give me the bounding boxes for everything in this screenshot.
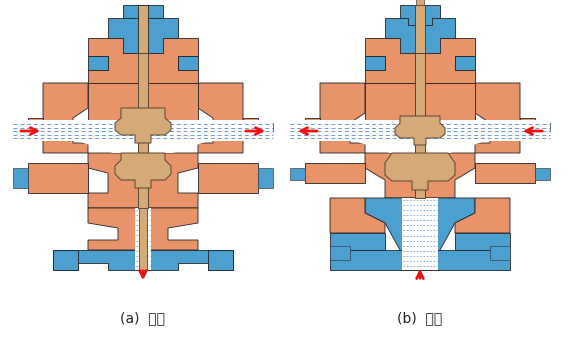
Polygon shape [108,18,178,53]
Polygon shape [330,233,385,250]
Polygon shape [178,56,198,70]
Polygon shape [258,168,273,188]
Polygon shape [88,38,198,83]
Polygon shape [365,198,475,270]
Polygon shape [475,83,520,153]
Polygon shape [88,153,198,208]
Polygon shape [88,208,198,250]
Bar [416,0,424,5]
Polygon shape [535,123,550,131]
Polygon shape [53,250,78,270]
Polygon shape [28,118,43,138]
Bar [490,246,510,260]
Polygon shape [320,83,365,153]
Polygon shape [88,83,198,153]
Bar [138,53,148,208]
Polygon shape [365,83,475,153]
Bar [330,246,350,260]
Polygon shape [385,153,455,190]
Text: (b)  合流: (b) 合流 [398,311,443,325]
Polygon shape [198,83,243,153]
Polygon shape [290,123,305,131]
Polygon shape [123,5,163,25]
Bar [135,208,151,270]
Polygon shape [455,198,510,233]
Polygon shape [475,163,535,183]
Polygon shape [385,18,455,53]
Text: (a)  分流: (a) 分流 [121,311,165,325]
Polygon shape [88,56,108,70]
Polygon shape [28,163,88,193]
Polygon shape [305,163,365,183]
Polygon shape [455,56,475,70]
Polygon shape [520,118,535,138]
Polygon shape [365,56,385,70]
Polygon shape [13,168,28,188]
Polygon shape [290,168,305,180]
Polygon shape [258,123,273,131]
Polygon shape [402,198,438,270]
Polygon shape [365,153,475,198]
Polygon shape [365,38,475,83]
Polygon shape [198,163,258,193]
Polygon shape [535,168,550,180]
Bar [415,5,425,53]
Polygon shape [395,116,445,145]
Polygon shape [115,153,171,188]
Polygon shape [400,5,440,25]
Polygon shape [43,83,88,153]
Polygon shape [305,118,320,138]
Bar [138,5,148,53]
Bar [139,208,147,270]
Polygon shape [330,250,510,270]
Polygon shape [455,233,510,250]
Bar [415,53,425,198]
Polygon shape [115,108,171,143]
Polygon shape [13,120,273,153]
Polygon shape [53,250,233,270]
Polygon shape [208,250,233,270]
Polygon shape [290,120,550,153]
Polygon shape [330,198,385,233]
Polygon shape [243,118,258,138]
Polygon shape [13,123,28,131]
